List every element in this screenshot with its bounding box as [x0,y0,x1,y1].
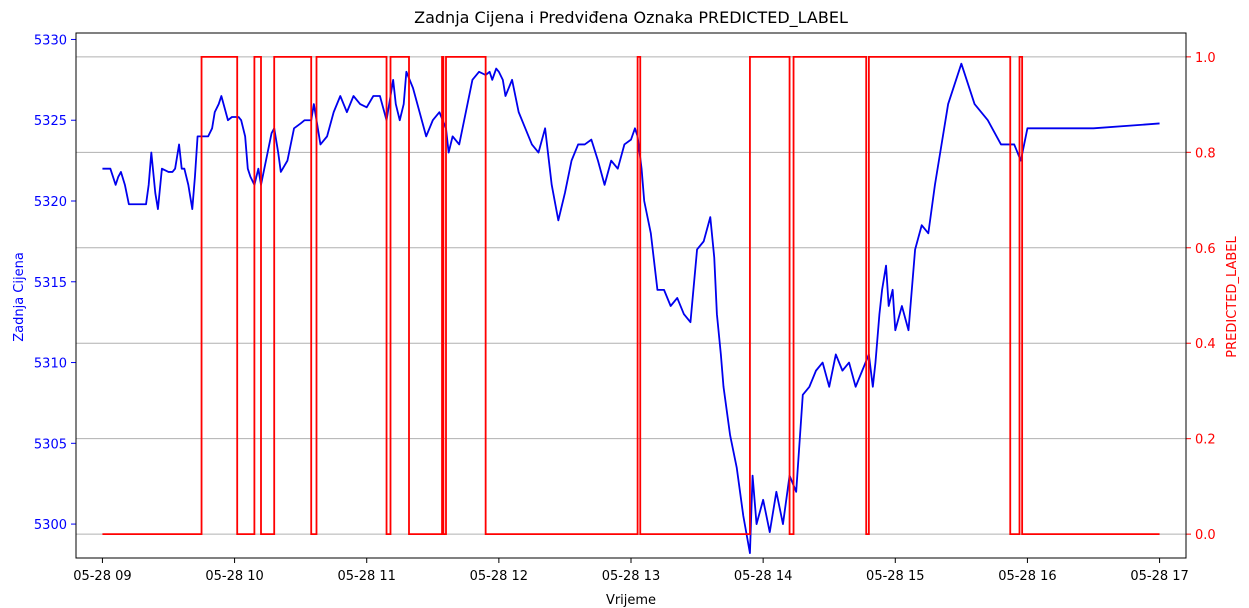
x-ticks-layer: 05-28 09 05-28 10 05-28 11 05-28 12 05-28 13… [73,558,1189,584]
y-left-tick-label: 5330 [34,33,67,48]
y-left-tick-label: 5315 [34,276,67,291]
x-tick-label: 05-28 13 [602,569,660,584]
series-layer [102,55,1160,555]
y-left-tick-label: 5300 [34,518,67,533]
x-tick-label: 05-28 14 [734,569,792,584]
y-left-tick-label: 5305 [34,437,67,452]
x-axis-label: Vrijeme [606,593,656,608]
y-right-tick-label: 0.6 [1195,242,1216,257]
y-right-tick-label: 0.4 [1195,337,1216,352]
x-tick-label: 05-28 16 [998,569,1056,584]
chart-title: Zadnja Cijena i Predviđena Oznaka PREDIC… [414,8,848,28]
y-left-axis-label: Zadnja Cijena [12,252,27,342]
x-tick-label: 05-28 09 [73,569,131,584]
y-left-tick-label: 5320 [34,195,67,210]
y-right-tick-label: 0.8 [1195,146,1216,161]
x-tick-label: 05-28 15 [866,569,924,584]
y-left-tick-label: 5310 [34,357,67,372]
x-tick-label: 05-28 17 [1130,569,1188,584]
y-right-tick-label: 1.0 [1195,51,1216,66]
x-tick-label: 05-28 12 [470,569,528,584]
y-left-tick-label: 5325 [34,114,67,129]
series-line-predicted-label [102,55,1160,536]
y-left-ticks-layer: 5300 5305 5310 5315 5320 5325 5330 [34,33,76,533]
series-line-price [102,62,1160,555]
y-right-ticks-layer: 0.0 0.2 0.4 0.6 0.8 1.0 [1186,51,1216,543]
plot-frame [75,32,1187,559]
y-right-axis-label: PREDICTED_LABEL [1225,236,1240,358]
x-tick-label: 05-28 10 [205,569,263,584]
y-right-tick-label: 0.2 [1195,433,1216,448]
x-tick-label: 05-28 11 [337,569,395,584]
y-right-tick-label: 0.0 [1195,528,1216,543]
